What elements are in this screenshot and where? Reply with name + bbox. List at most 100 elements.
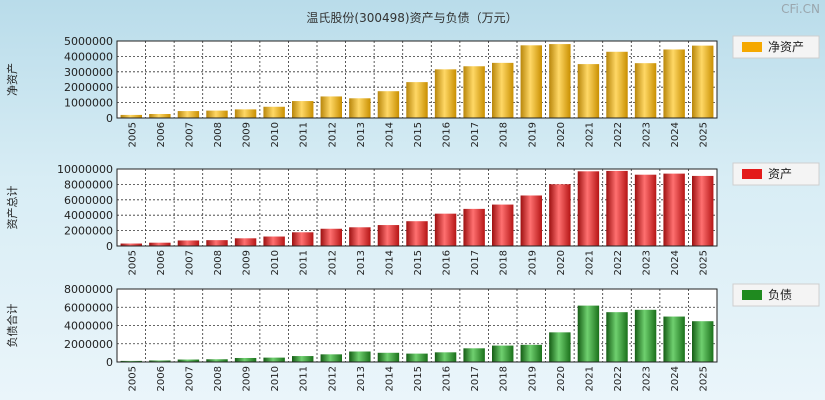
legend-swatch xyxy=(742,169,762,179)
x-tick-label: 2011 xyxy=(299,366,310,391)
plot-frame xyxy=(116,168,718,247)
bar-2021 xyxy=(577,305,600,362)
chart-panels: 0 1000000 2000000 3000000 4000000 5000000 2005… xyxy=(5,35,820,391)
x-tick-label: 2011 xyxy=(299,250,310,275)
bar-2025 xyxy=(692,45,714,119)
y-tick-label: 4000000 xyxy=(64,320,113,333)
bar-2018 xyxy=(492,62,514,118)
x-tick-label: 2006 xyxy=(156,366,167,391)
plot-frame xyxy=(116,288,718,363)
plot-frame xyxy=(116,40,718,119)
bar-2005 xyxy=(120,114,142,118)
bar-2018 xyxy=(492,204,514,246)
bar-2013 xyxy=(349,351,371,362)
panel-1: 0 2000000 4000000 6000000 8000000 10000000 200… xyxy=(5,162,820,275)
x-tick-label: 2024 xyxy=(670,250,681,275)
x-tick-label: 2019 xyxy=(527,122,538,147)
x-tick-label: 2011 xyxy=(299,122,310,147)
bar-2013 xyxy=(349,227,371,246)
y-tick-label: 0 xyxy=(106,356,113,369)
x-tick-label: 2016 xyxy=(442,250,453,275)
bar-2012 xyxy=(320,96,342,118)
bar-2017 xyxy=(463,348,485,362)
x-tick-label: 2019 xyxy=(527,250,538,275)
x-tick-label: 2021 xyxy=(584,250,595,275)
x-tick-label: 2018 xyxy=(499,366,510,391)
x-tick-label: 2012 xyxy=(327,366,338,391)
bar-2014 xyxy=(377,91,400,118)
bar-2010 xyxy=(263,106,285,118)
bar-2018 xyxy=(492,345,514,362)
bar-2015 xyxy=(406,82,428,118)
x-tick-label: 2014 xyxy=(384,366,395,391)
bar-2006 xyxy=(149,242,171,246)
x-tick-label: 2008 xyxy=(213,122,224,147)
bar-2020 xyxy=(549,44,571,118)
bar-2009 xyxy=(234,357,257,362)
y-tick-label: 0 xyxy=(106,240,113,253)
y-axis-label: 净资产 xyxy=(5,63,19,96)
bar-2012 xyxy=(320,228,342,246)
y-tick-label: 2000000 xyxy=(64,338,113,351)
y-tick-label: 8000000 xyxy=(64,283,113,296)
y-tick-label: 2000000 xyxy=(64,225,113,238)
legend-label: 净资产 xyxy=(768,40,804,54)
x-tick-label: 2017 xyxy=(470,250,481,275)
x-tick-label: 2008 xyxy=(213,366,224,391)
watermark: CFi.CN xyxy=(781,2,820,16)
legend-box xyxy=(732,35,820,59)
bar-2017 xyxy=(463,208,485,246)
panel-0: 0 1000000 2000000 3000000 4000000 5000000 2005… xyxy=(5,35,820,147)
x-tick-label: 2015 xyxy=(413,366,424,391)
x-tick-label: 2025 xyxy=(699,366,710,391)
y-tick-label: 2000000 xyxy=(64,81,113,94)
x-tick-label: 2013 xyxy=(356,366,367,391)
x-tick-label: 2007 xyxy=(184,250,195,275)
x-tick-label: 2007 xyxy=(184,366,195,391)
bar-2009 xyxy=(234,238,257,246)
bar-2012 xyxy=(320,354,342,362)
bar-2005 xyxy=(120,243,142,246)
bar-2008 xyxy=(206,359,228,362)
bar-2007 xyxy=(177,240,200,246)
bar-2011 xyxy=(292,101,314,118)
bar-2009 xyxy=(234,109,257,118)
x-tick-label: 2013 xyxy=(356,250,367,275)
x-tick-label: 2013 xyxy=(356,122,367,147)
x-tick-label: 2010 xyxy=(270,122,281,147)
bar-2021 xyxy=(577,171,600,246)
x-tick-label: 2010 xyxy=(270,250,281,275)
legend-label: 负债 xyxy=(768,288,792,302)
chart-title: 温氏股份(300498)资产与负债（万元） xyxy=(306,11,517,25)
y-tick-label: 4000000 xyxy=(64,209,113,222)
bar-2008 xyxy=(206,110,228,118)
x-tick-label: 2017 xyxy=(470,366,481,391)
x-tick-label: 2022 xyxy=(613,366,624,391)
x-tick-label: 2025 xyxy=(699,122,710,147)
x-tick-label: 2015 xyxy=(413,250,424,275)
x-tick-label: 2015 xyxy=(413,122,424,147)
bar-2015 xyxy=(406,353,428,362)
x-tick-label: 2023 xyxy=(642,122,653,147)
bar-2013 xyxy=(349,98,371,118)
bar-2019 xyxy=(520,344,542,362)
x-tick-label: 2022 xyxy=(613,250,624,275)
bar-2010 xyxy=(263,236,285,246)
y-tick-label: 5000000 xyxy=(64,35,113,48)
bar-2005 xyxy=(120,360,142,362)
y-tick-label: 3000000 xyxy=(64,66,113,79)
bar-2017 xyxy=(463,66,485,118)
x-tick-label: 2023 xyxy=(642,250,653,275)
x-tick-label: 2009 xyxy=(242,250,253,275)
x-tick-label: 2021 xyxy=(584,366,595,391)
x-tick-label: 2009 xyxy=(242,122,253,147)
legend: 资产 xyxy=(732,162,820,186)
bar-2020 xyxy=(549,184,571,246)
x-tick-label: 2007 xyxy=(184,122,195,147)
x-tick-label: 2016 xyxy=(442,366,453,391)
bar-2006 xyxy=(149,113,171,118)
bar-2020 xyxy=(549,332,571,362)
bar-2011 xyxy=(292,232,314,246)
x-tick-label: 2024 xyxy=(670,366,681,391)
